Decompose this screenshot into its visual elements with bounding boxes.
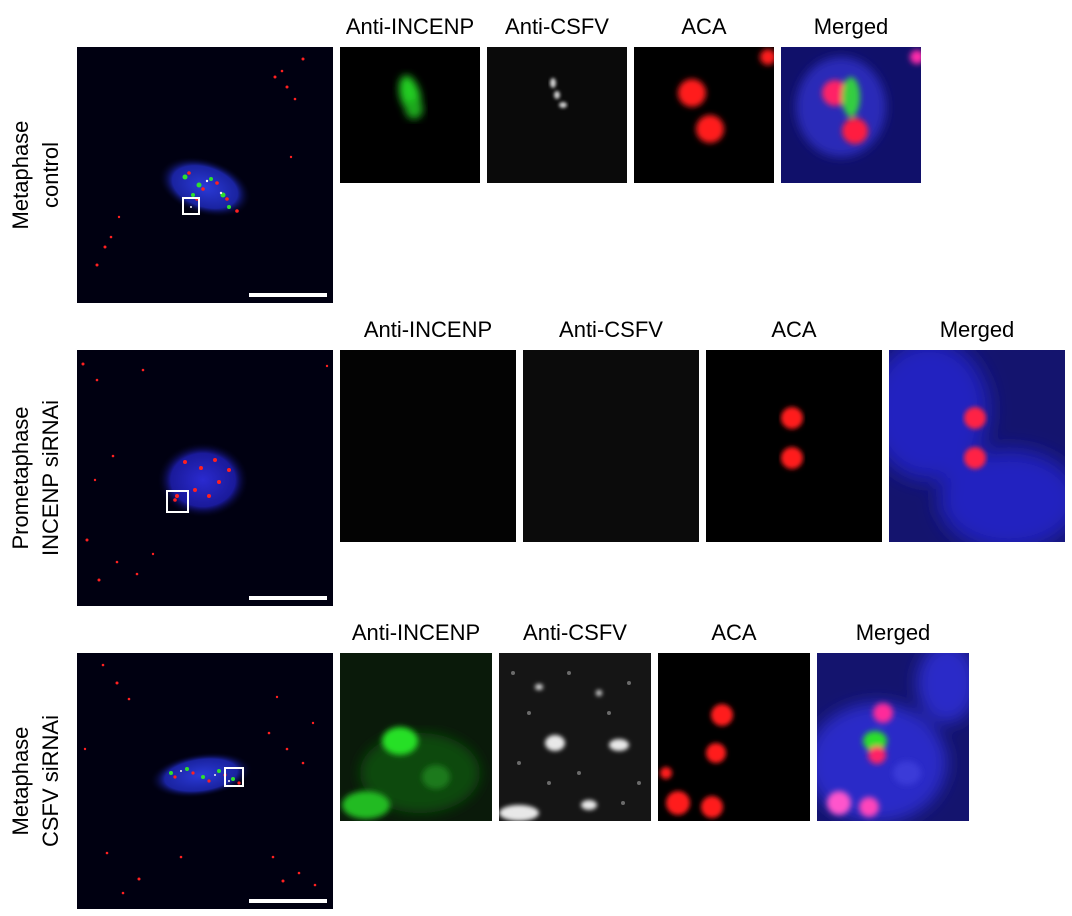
image-anti-incenp-incenp-sirnai	[340, 350, 516, 542]
scale-bar	[249, 596, 327, 600]
image-anti-csfv-csfv-sirnai	[499, 653, 651, 821]
col-header-merged: Merged	[939, 317, 1015, 342]
row-label-prometaphase-incenp-sirnai: Prometaphase INCENP siRNAi	[6, 350, 66, 606]
overview-image-prometaphase-incenp-sirnai	[77, 350, 333, 606]
overview-image-metaphase-csfv-sirnai	[77, 653, 333, 909]
image-aca-control	[634, 47, 774, 183]
image-anti-csfv-control	[487, 47, 627, 183]
overview-image-metaphase-control	[77, 47, 333, 303]
image-merged-csfv-sirnai	[817, 653, 969, 821]
row-label-line2: INCENP siRNAi	[38, 399, 63, 557]
scale-bar	[249, 293, 327, 297]
row-label-line1: Metaphase	[8, 726, 33, 836]
col-header-anti-csfv: Anti-CSFV	[505, 14, 609, 39]
image-anti-csfv-incenp-sirnai	[523, 350, 699, 542]
col-header-anti-csfv: Anti-CSFV	[523, 620, 627, 645]
scale-bar	[249, 899, 327, 903]
col-header-anti-incenp: Anti-INCENP	[351, 620, 481, 645]
col-header-merged: Merged	[813, 14, 889, 39]
image-merged-incenp-sirnai	[889, 350, 1065, 542]
row-label-metaphase-csfv-sirnai: Metaphase CSFV siRNAi	[6, 653, 66, 909]
col-header-anti-csfv: Anti-CSFV	[559, 317, 663, 342]
zoom-region-box	[166, 490, 189, 513]
col-header-anti-incenp: Anti-INCENP	[345, 14, 475, 39]
row-label-line2: CSFV siRNAi	[38, 715, 63, 848]
image-anti-incenp-control	[340, 47, 480, 183]
image-anti-incenp-csfv-sirnai	[340, 653, 492, 821]
col-header-aca: ACA	[681, 14, 727, 39]
zoom-region-box	[224, 767, 244, 787]
image-aca-csfv-sirnai	[658, 653, 810, 821]
image-aca-incenp-sirnai	[706, 350, 882, 542]
col-header-merged: Merged	[855, 620, 931, 645]
row-label-line1: Metaphase	[8, 120, 33, 230]
zoom-region-box	[182, 197, 200, 215]
row-label-line2: control	[38, 141, 63, 209]
image-merged-control	[781, 47, 921, 183]
col-header-aca: ACA	[711, 620, 757, 645]
col-header-anti-incenp: Anti-INCENP	[363, 317, 493, 342]
col-header-aca: ACA	[771, 317, 817, 342]
row-label-line1: Prometaphase	[8, 406, 33, 550]
row-label-metaphase-control: Metaphase control	[6, 47, 66, 303]
